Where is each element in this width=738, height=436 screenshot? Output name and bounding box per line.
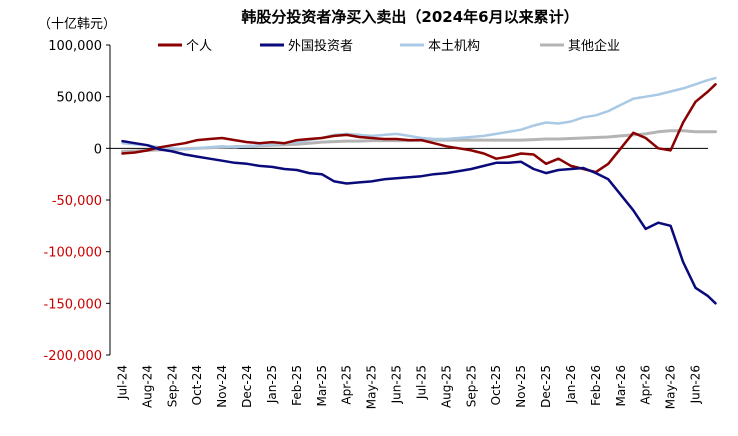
x-tick-label: Apr-25 <box>340 365 354 405</box>
x-tick-label: Mar-26 <box>614 365 628 406</box>
series-line-1 <box>121 139 717 305</box>
y-tick-label: 100,000 <box>48 39 102 54</box>
x-tick-label: Oct-25 <box>489 365 503 405</box>
x-tick-label: Feb-25 <box>290 365 304 406</box>
x-tick-label: Jul-25 <box>414 365 428 400</box>
legend-label-0: 个人 <box>186 39 212 54</box>
x-tick-label: Dec-24 <box>240 365 254 408</box>
series-layer <box>121 76 717 305</box>
x-tick-label: Apr-26 <box>639 365 653 405</box>
x-tick-label: Sep-25 <box>464 365 478 407</box>
y-tick-label: -100,000 <box>44 246 102 261</box>
y-tick-label: 0 <box>94 142 102 157</box>
x-tick-label: Jul-24 <box>115 365 129 400</box>
y-tick-label: -50,000 <box>52 194 102 209</box>
series-line-2 <box>121 76 717 151</box>
x-tick-label: Jan-25 <box>265 365 279 404</box>
x-tick-label: Oct-24 <box>190 365 204 405</box>
x-tick-label: Aug-24 <box>140 365 154 408</box>
unit-label: （十亿韩元） <box>38 17 116 32</box>
x-tick-label: Mar-25 <box>315 365 329 406</box>
y-tick-label: 50,000 <box>57 91 103 106</box>
x-tick-label: Nov-25 <box>514 365 528 408</box>
x-tick-label: Sep-24 <box>165 365 179 407</box>
series-line-0 <box>121 83 717 174</box>
x-tick-label: Feb-26 <box>589 365 603 406</box>
x-tick-label: May-25 <box>365 365 379 409</box>
legend: 个人 外国投资者 本土机构 其他企业 <box>158 38 620 54</box>
x-tick-label: Jun-26 <box>689 365 703 404</box>
x-tick-label: Nov-24 <box>215 365 229 408</box>
x-tick-label: May-26 <box>664 365 678 409</box>
x-tick-label: Jun-25 <box>390 365 404 404</box>
x-tick-label: Aug-25 <box>439 365 453 408</box>
axes: 100,000 50,000 0 -50,000 -100,000 -150,000 -20… <box>44 39 708 409</box>
x-tick-label: Jan-26 <box>564 365 578 404</box>
y-tick-label: -200,000 <box>44 349 102 364</box>
legend-label-1: 外国投资者 <box>288 38 353 54</box>
y-tick-label: -150,000 <box>44 297 102 312</box>
legend-label-2: 本土机构 <box>428 39 480 54</box>
legend-label-3: 其他企业 <box>568 38 620 54</box>
chart-title: 韩股分投资者净买入卖出（2024年6月以来累计） <box>241 8 578 26</box>
x-tick-label: Dec-25 <box>539 365 553 408</box>
